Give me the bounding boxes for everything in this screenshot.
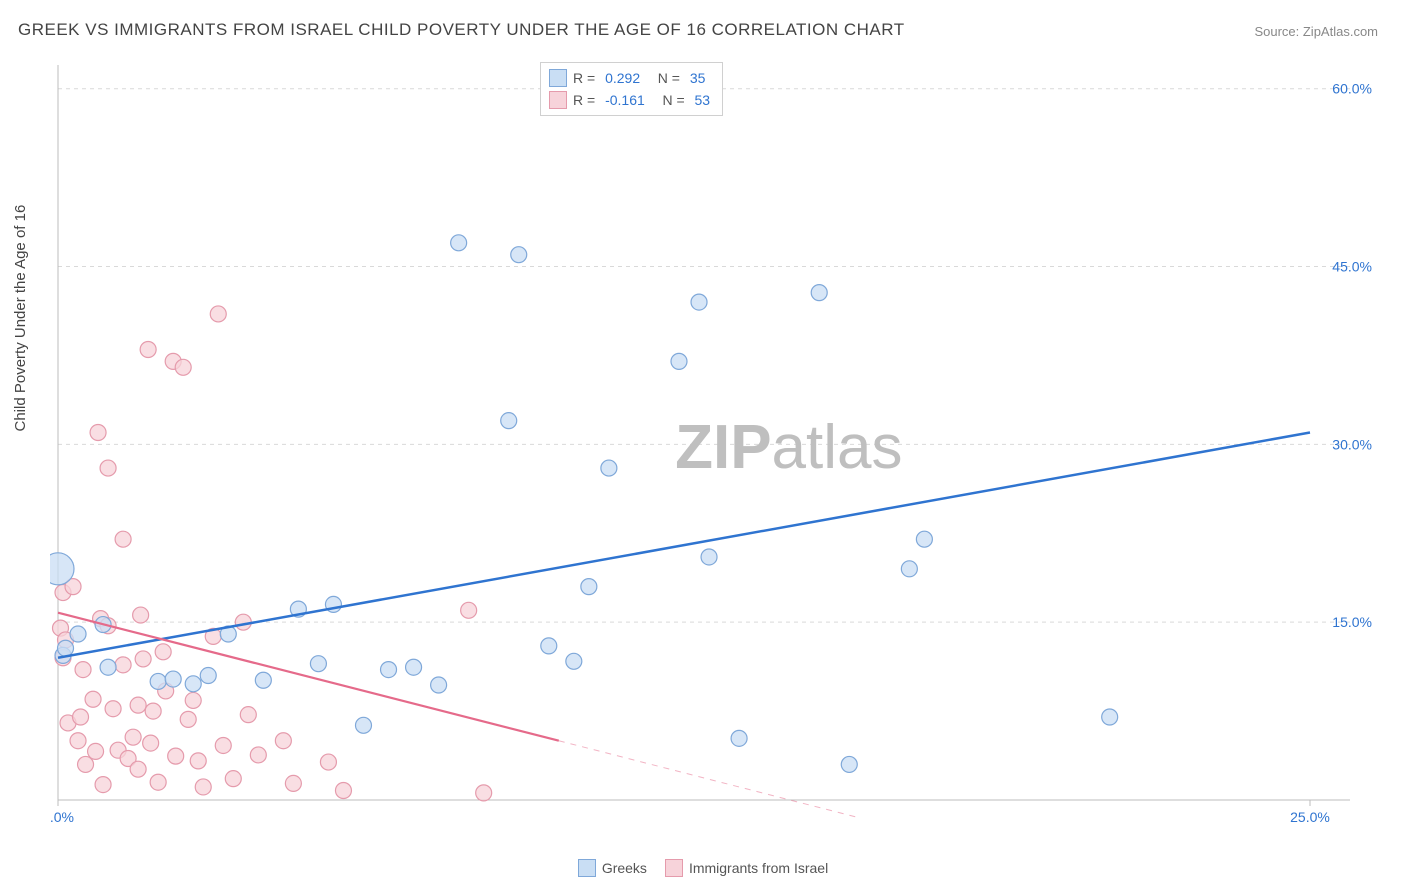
svg-text:15.0%: 15.0% [1332, 614, 1372, 630]
legend-swatch-israel [665, 859, 683, 877]
legend-row-greeks: R = 0.292 N = 35 [549, 67, 710, 89]
svg-text:60.0%: 60.0% [1332, 81, 1372, 97]
chart-source: Source: ZipAtlas.com [1254, 24, 1378, 39]
correlation-legend: R = 0.292 N = 35 R = -0.161 N = 53 [540, 62, 723, 116]
legend-n-value-greeks: 35 [690, 70, 706, 86]
legend-r-label: R = [573, 70, 599, 86]
legend-item-israel: Immigrants from Israel [665, 859, 828, 877]
legend-item-greeks: Greeks [578, 859, 647, 877]
chart-title: GREEK VS IMMIGRANTS FROM ISRAEL CHILD PO… [18, 20, 905, 40]
y-axis-label: Child Poverty Under the Age of 16 [12, 205, 29, 432]
plot-area: 15.0% 30.0% 45.0% 60.0% 0.0% 25.0% ZIPatlas [50, 60, 1380, 830]
svg-text:0.0%: 0.0% [50, 809, 74, 825]
legend-r-label: R = [573, 92, 599, 108]
legend-label-israel: Immigrants from Israel [689, 860, 828, 876]
legend-n-value-israel: 53 [695, 92, 711, 108]
legend-row-israel: R = -0.161 N = 53 [549, 89, 710, 111]
legend-swatch-greeks [549, 69, 567, 87]
svg-text:30.0%: 30.0% [1332, 436, 1372, 452]
legend-n-label: N = [646, 70, 684, 86]
svg-text:25.0%: 25.0% [1290, 809, 1330, 825]
legend-r-value-israel: -0.161 [605, 92, 645, 108]
legend-n-label: N = [651, 92, 689, 108]
chart-svg: 15.0% 30.0% 45.0% 60.0% 0.0% 25.0% ZIPatlas [50, 60, 1380, 830]
svg-text:ZIPatlas: ZIPatlas [675, 413, 902, 482]
svg-text:45.0%: 45.0% [1332, 259, 1372, 275]
legend-label-greeks: Greeks [602, 860, 647, 876]
series-legend: Greeks Immigrants from Israel [0, 859, 1406, 877]
legend-r-value-greeks: 0.292 [605, 70, 640, 86]
legend-swatch-greeks [578, 859, 596, 877]
legend-swatch-israel [549, 91, 567, 109]
